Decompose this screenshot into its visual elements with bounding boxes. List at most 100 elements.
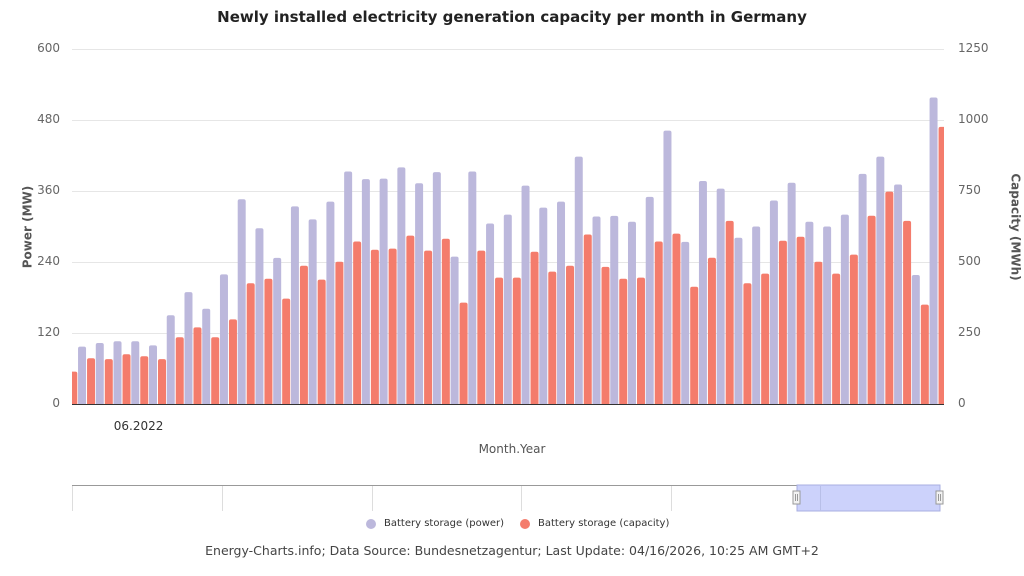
bar-capacity-06.2023[interactable] (353, 241, 362, 404)
bar-power-11.2022[interactable] (219, 274, 228, 404)
bar-capacity-12.2022[interactable] (246, 283, 255, 404)
bar-capacity-03.2024[interactable] (512, 277, 521, 404)
bar-capacity-01.2024[interactable] (477, 250, 486, 404)
bar-capacity-12.2023[interactable] (459, 302, 468, 404)
bar-capacity-02.2023[interactable] (282, 298, 291, 404)
bar-capacity-05.2024[interactable] (548, 271, 557, 404)
bar-power-10.2023[interactable] (415, 183, 424, 404)
bar-capacity-04.2023[interactable] (317, 279, 326, 404)
bar-power-06.2022[interactable] (131, 341, 140, 404)
bar-power-01.2026[interactable] (894, 184, 903, 404)
bar-power-01.2023[interactable] (255, 228, 264, 404)
bar-capacity-03.2026[interactable] (938, 126, 947, 404)
bar-power-03.2025[interactable] (716, 188, 725, 404)
bar-capacity-08.2022[interactable] (175, 337, 184, 404)
bar-power-05.2024[interactable] (539, 207, 548, 404)
bar-power-09.2023[interactable] (397, 167, 406, 404)
legend-item-capacity[interactable]: Battery storage (capacity) (520, 518, 669, 529)
bar-capacity-04.2025[interactable] (743, 283, 752, 404)
bar-capacity-12.2025[interactable] (885, 191, 894, 404)
bar-capacity-09.2022[interactable] (193, 327, 202, 404)
bar-capacity-06.2024[interactable] (566, 265, 575, 404)
bar-power-02.2024[interactable] (486, 223, 495, 404)
bar-power-05.2023[interactable] (326, 201, 335, 404)
bar-power-12.2024[interactable] (663, 130, 672, 404)
bar-power-08.2022[interactable] (166, 315, 175, 404)
bar-power-06.2024[interactable] (557, 201, 566, 404)
bar-power-10.2024[interactable] (627, 221, 636, 404)
bar-power-06.2025[interactable] (769, 200, 778, 404)
bar-capacity-03.2023[interactable] (299, 265, 308, 404)
bar-power-01.2024[interactable] (468, 171, 477, 404)
bar-capacity-09.2023[interactable] (406, 235, 415, 404)
bar-power-03.2022[interactable] (78, 346, 87, 404)
bar-capacity-02.2026[interactable] (920, 304, 929, 404)
navigator-left-handle[interactable] (792, 490, 801, 505)
bar-power-09.2025[interactable] (823, 226, 832, 405)
bar-power-10.2022[interactable] (202, 308, 211, 404)
bar-capacity-10.2022[interactable] (211, 337, 220, 404)
bar-power-08.2023[interactable] (379, 178, 388, 404)
bar-power-02.2023[interactable] (273, 257, 282, 404)
bar-power-11.2023[interactable] (432, 172, 441, 404)
bar-capacity-04.2024[interactable] (530, 251, 539, 404)
bar-capacity-04.2022[interactable] (104, 359, 113, 404)
bar-capacity-05.2022[interactable] (122, 354, 131, 404)
bar-power-12.2023[interactable] (450, 256, 459, 404)
bar-capacity-02.2024[interactable] (495, 277, 504, 404)
bar-power-04.2022[interactable] (95, 343, 104, 404)
bar-capacity-11.2024[interactable] (654, 241, 663, 404)
legend-item-power[interactable]: Battery storage (power) (366, 518, 504, 529)
bar-power-10.2025[interactable] (840, 214, 849, 404)
bar-power-06.2023[interactable] (344, 171, 353, 404)
bar-capacity-02.2022[interactable] (69, 371, 78, 404)
bar-power-03.2026[interactable] (929, 97, 938, 404)
bar-power-09.2024[interactable] (610, 215, 619, 404)
navigator[interactable] (72, 484, 944, 512)
bar-capacity-08.2024[interactable] (601, 266, 610, 404)
bar-capacity-10.2024[interactable] (636, 277, 645, 404)
bar-power-09.2022[interactable] (184, 292, 193, 404)
bar-capacity-01.2026[interactable] (903, 220, 912, 404)
bar-capacity-07.2025[interactable] (796, 236, 805, 404)
navigator-right-handle[interactable] (935, 490, 944, 505)
bar-capacity-09.2024[interactable] (619, 278, 628, 404)
bar-capacity-09.2025[interactable] (832, 273, 841, 404)
bar-capacity-01.2025[interactable] (690, 286, 699, 404)
bar-power-08.2024[interactable] (592, 216, 601, 404)
bar-capacity-10.2023[interactable] (424, 250, 433, 404)
bar-capacity-07.2024[interactable] (583, 234, 592, 404)
bar-capacity-12.2024[interactable] (672, 233, 681, 404)
bar-power-05.2022[interactable] (113, 341, 122, 404)
bar-power-12.2022[interactable] (237, 199, 246, 404)
bar-power-07.2025[interactable] (787, 182, 796, 404)
navigator-selected-range[interactable] (796, 484, 941, 512)
bar-power-11.2025[interactable] (858, 173, 867, 404)
bar-capacity-06.2022[interactable] (140, 356, 149, 404)
bar-power-07.2023[interactable] (361, 179, 370, 404)
bar-power-05.2025[interactable] (752, 226, 761, 405)
bar-capacity-08.2023[interactable] (388, 248, 397, 404)
bar-capacity-11.2023[interactable] (441, 238, 450, 404)
bar-capacity-07.2022[interactable] (158, 359, 166, 404)
bar-capacity-08.2025[interactable] (814, 261, 823, 404)
bar-capacity-05.2025[interactable] (761, 273, 770, 404)
bar-power-03.2023[interactable] (290, 206, 299, 404)
bar-capacity-06.2025[interactable] (778, 240, 787, 404)
bar-capacity-02.2025[interactable] (707, 257, 716, 404)
bar-power-04.2024[interactable] (521, 185, 530, 404)
bar-power-12.2025[interactable] (876, 156, 885, 404)
bar-power-08.2025[interactable] (805, 221, 814, 404)
bar-power-04.2025[interactable] (734, 237, 743, 404)
bar-power-02.2025[interactable] (698, 180, 707, 404)
bar-capacity-03.2025[interactable] (725, 220, 734, 404)
bar-power-03.2024[interactable] (503, 214, 512, 404)
bar-capacity-11.2022[interactable] (228, 319, 237, 404)
bar-capacity-07.2023[interactable] (370, 249, 379, 404)
bar-capacity-05.2023[interactable] (335, 261, 344, 404)
bar-power-07.2024[interactable] (574, 156, 583, 404)
bar-capacity-03.2022[interactable] (87, 358, 96, 404)
bar-power-11.2024[interactable] (645, 196, 654, 404)
bar-power-01.2025[interactable] (681, 241, 690, 404)
bar-capacity-10.2025[interactable] (849, 254, 858, 404)
